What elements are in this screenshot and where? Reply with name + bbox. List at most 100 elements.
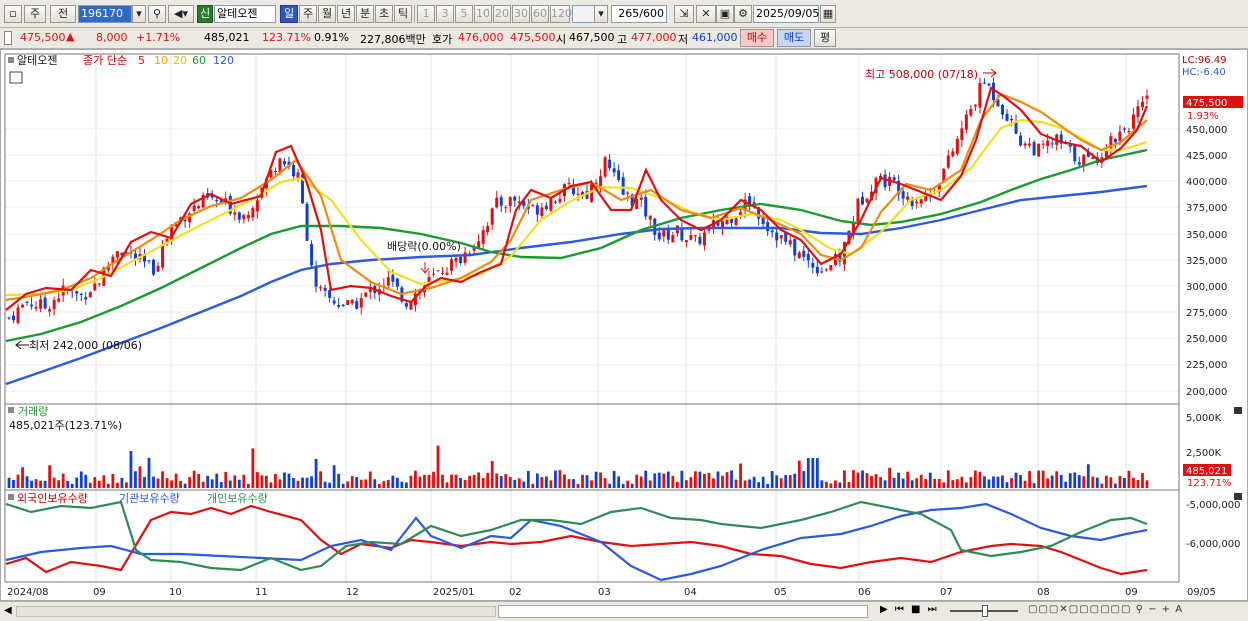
chart-tool-icons[interactable]: ▢▢▢✕▢▢▢▢▢▢ ⚲ − + A [1028, 604, 1184, 615]
tab-month[interactable]: 월 [318, 5, 336, 23]
legend-ma60: 60 [192, 54, 206, 67]
stock-name[interactable]: 알테오젠 [214, 5, 276, 23]
chart-area[interactable]: 최고 508,000 (07/18) 최저 242,000 (08/06) 배당… [0, 49, 1248, 601]
volume-bar [414, 470, 417, 488]
minute-1[interactable]: 1 [417, 5, 435, 23]
scrollbar-thumb[interactable] [498, 605, 868, 618]
zoom-slider-handle[interactable] [982, 605, 988, 617]
minute-3[interactable]: 3 [436, 5, 454, 23]
volume-bar [635, 474, 639, 488]
minute-5[interactable]: 5 [455, 5, 473, 23]
candle-body [1077, 162, 1081, 165]
candle-body [788, 240, 792, 245]
candle-body [215, 200, 219, 202]
volume-bar [811, 458, 815, 488]
zoom-icon[interactable]: ⇲ [674, 5, 694, 23]
volume-bar [508, 476, 512, 488]
tab-day[interactable]: 일 [280, 5, 298, 23]
candle-body [305, 203, 309, 241]
panel-close-icon[interactable] [1234, 407, 1242, 414]
playback-controls[interactable]: ▶ ⏮ ■ ⏭ [880, 604, 939, 615]
prev-button[interactable]: 전 [50, 5, 76, 23]
volume-bar [752, 476, 756, 488]
volume-bar [1064, 481, 1068, 488]
volume-bar [1127, 470, 1131, 488]
scroll-left-icon[interactable]: ◀ [4, 605, 12, 616]
volume-bar [522, 481, 526, 488]
volume-bar [350, 476, 354, 488]
candle-body [960, 128, 964, 141]
volume-bar [346, 481, 350, 488]
gear-icon[interactable]: ⚙ [734, 5, 752, 23]
x-tick: 10 [169, 587, 182, 598]
tab-tick[interactable]: 틱 [394, 5, 412, 23]
minute-30[interactable]: 30 [512, 5, 530, 23]
search-icon[interactable]: ⚲ [148, 5, 166, 23]
save-icon[interactable]: ▣ [716, 5, 734, 23]
tab-week[interactable]: 주 [299, 5, 317, 23]
volume-bar [802, 471, 806, 488]
minute-60[interactable]: 60 [531, 5, 549, 23]
volume-current-pct: 123.71% [1187, 478, 1232, 489]
panel-close-icon[interactable] [1234, 493, 1242, 500]
volume-bar [215, 473, 219, 488]
period-button[interactable]: 주 [24, 5, 46, 23]
candle-body [341, 304, 345, 306]
volume-bar [468, 475, 472, 488]
candle-body [1005, 113, 1009, 121]
volume-bar [590, 480, 593, 488]
table-icon[interactable] [9, 71, 23, 84]
chevron-down-icon[interactable]: ▾ [594, 5, 608, 23]
candle-body [644, 196, 648, 217]
candle-body [359, 298, 363, 308]
candle-body [567, 182, 571, 184]
candle-body [436, 270, 440, 272]
candle-body [39, 299, 43, 309]
candle-body [156, 265, 160, 272]
crosshair-icon[interactable]: ✕ [696, 5, 716, 23]
minute-20[interactable]: 20 [493, 5, 511, 23]
candle-body [991, 82, 995, 101]
candle-body [608, 159, 612, 169]
volume-bar [879, 477, 882, 488]
candle-body [1082, 154, 1086, 167]
tab-minute[interactable]: 분 [356, 5, 374, 23]
sound-icon[interactable]: ◀▾ [168, 5, 194, 23]
y-tick: 200,000 [1186, 387, 1227, 398]
scrollbar-track[interactable] [16, 606, 496, 617]
candle-body [1041, 143, 1045, 145]
volume-bar [386, 479, 390, 488]
candle-body [197, 206, 201, 209]
x-tick: 03 [598, 587, 611, 598]
stock-code-input[interactable]: 196170 [78, 5, 132, 23]
high-value: 477,000 [631, 31, 677, 44]
volume-bar [377, 483, 381, 488]
volume-bar [265, 475, 268, 488]
candle-body [106, 265, 110, 271]
bar-count-field[interactable]: 265/600 [611, 5, 667, 23]
average-button[interactable]: 평 [814, 29, 836, 47]
tab-year[interactable]: 년 [337, 5, 355, 23]
date-input[interactable]: 2025/09/05 [753, 5, 819, 23]
calendar-icon[interactable]: ▦ [820, 5, 836, 23]
candle-body [585, 191, 589, 199]
buy-button[interactable]: 매수 [740, 29, 774, 47]
volume-bar [644, 470, 648, 488]
sell-button[interactable]: 매도 [777, 29, 811, 47]
volume-bar [955, 479, 959, 488]
candle-body [7, 317, 11, 319]
candle-body [883, 174, 887, 188]
candle-body [224, 198, 228, 202]
tab-second[interactable]: 초 [375, 5, 393, 23]
minute-10[interactable]: 10 [474, 5, 492, 23]
minute-120[interactable]: 120 [550, 5, 572, 23]
amount: 227,806백만 [360, 33, 426, 46]
volume-bar [432, 471, 435, 488]
volume-bar [599, 472, 602, 488]
checkbox[interactable] [4, 31, 12, 45]
window-icon[interactable]: ▫ [4, 5, 22, 23]
candle-body [233, 212, 237, 215]
volume-bar [517, 478, 521, 488]
chevron-down-icon[interactable]: ▾ [132, 5, 146, 23]
candle-body [183, 219, 187, 222]
